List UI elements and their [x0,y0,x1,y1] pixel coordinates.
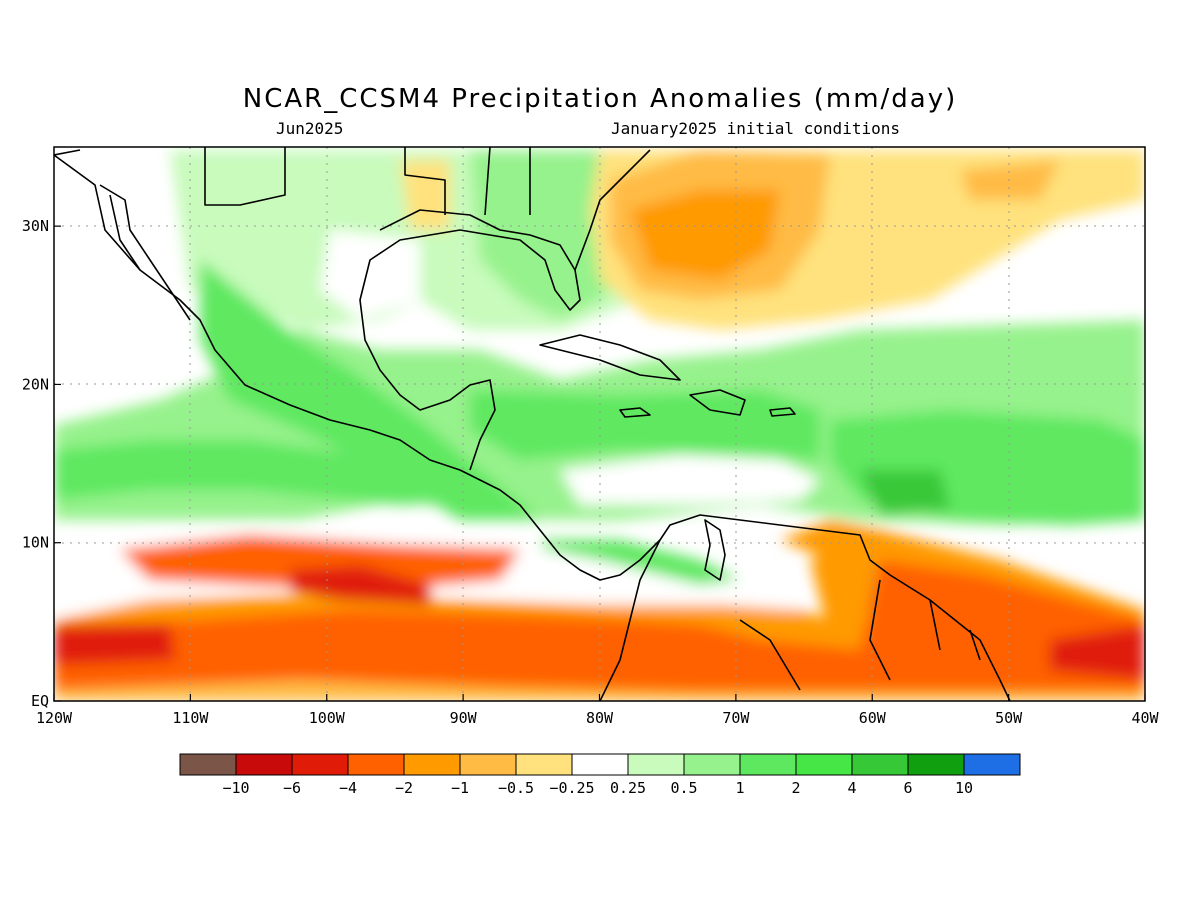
colorbar-label: 0.25 [610,779,646,797]
colorbar-label: −4 [339,779,357,797]
coastlines [54,147,1011,701]
anomaly-zone-green-mexico [200,260,540,520]
lon-tick-label: 120W [36,709,73,727]
colorbar-label: 10 [955,779,973,797]
anomaly-zone-very-dry-west [54,625,175,665]
colorbar-swatch [963,753,1021,776]
lon-tick-label: 70W [722,709,750,727]
colorbar-swatch [851,753,909,776]
colorbar-swatch [291,753,349,776]
colorbar-swatch [403,753,461,776]
colorbar-swatch [795,753,853,776]
colorbar-swatch [235,753,293,776]
colorbar-label: −0.25 [549,779,594,797]
north-america-borders [204,147,531,216]
colorbar-label: 2 [791,779,800,797]
colorbar-label: 6 [903,779,912,797]
lon-tick-label: 40W [1131,709,1159,727]
anomaly-field [54,147,1145,701]
anomaly-zone-green-strong-atlantic [860,470,950,515]
anomaly-zone-dry-itcz [54,560,1145,690]
valid-month-label: Jun2025 [276,119,344,138]
initial-conditions-label: January2025 initial conditions [611,119,900,138]
lon-tick-label: 50W [995,709,1023,727]
lon-tick-label: 90W [450,709,478,727]
colorbar-label: −1 [451,779,469,797]
gulf-of-mexico-coast [359,209,581,471]
lat-tick-label: 20N [22,375,49,393]
colorbar-label: 4 [847,779,856,797]
cuba-coast [539,334,681,381]
anomaly-zone-very-dry-pacific [290,565,430,605]
lon-tick-label: 80W [586,709,614,727]
lat-tick-label: 10N [22,534,49,552]
colorbar-swatch [571,753,629,776]
south-america-borders [599,539,981,701]
anomaly-zone-dry-atlantic-core [630,190,780,280]
lon-tick-label: 60W [859,709,887,727]
hispaniola-coast [689,389,746,416]
anomaly-zone-dry-pacific [120,535,520,590]
anomaly-zone-neutral-caribbean [560,455,820,505]
colorbar-label: 1 [735,779,744,797]
colorbar-label: −2 [395,779,413,797]
colorbar-swatch [907,753,965,776]
puerto-rico-coast [769,407,796,417]
lon-tick-label: 100W [309,709,346,727]
anomaly-zone-green-pacific [54,440,480,505]
lat-tick-label: EQ [31,692,49,710]
lat-tick-label: 30N [22,217,49,235]
mainland-coast [54,154,1011,701]
anomaly-zone-very-dry-east [1050,625,1145,680]
lake-maracaibo [704,519,726,581]
colorbar-swatch [347,753,405,776]
lon-tick-label: 110W [172,709,209,727]
map-title: NCAR_CCSM4 Precipitation Anomalies (mm/d… [242,84,958,114]
colorbar-label: 0.5 [670,779,697,797]
colorbar-label: −0.5 [498,779,534,797]
colorbar-swatch [179,753,237,776]
anomaly-zone-dry-guyana [810,540,870,640]
colorbar: −10 −6 −4 −2 −1 −0.5 −0.25 0.25 0.5 1 2 4 6 10 [179,753,1021,797]
baja-california-coast [54,149,191,321]
colorbar-swatch [683,753,741,776]
us-atlantic-coast [574,149,651,271]
colorbar-swatch [459,753,517,776]
graticule [54,147,1145,701]
colorbar-swatch [515,753,573,776]
colorbar-label: −10 [222,779,249,797]
colorbar-label: −6 [283,779,301,797]
anomaly-zone-green-caribbean [470,390,820,460]
colorbar-swatch [739,753,797,776]
colorbar-swatch [627,753,685,776]
anomaly-zone-dry-atlantic-east [960,160,1060,200]
jamaica-coast [619,407,651,418]
anomaly-zone-neutral-gulf [320,230,420,320]
axis-ticks: 120W 110W 100W 90W 80W 70W 60W 50W 40W EQ 10N 20N 30… [22,217,1160,727]
